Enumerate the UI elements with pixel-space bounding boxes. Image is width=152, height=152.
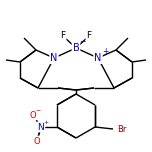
- Text: B: B: [73, 43, 79, 53]
- Text: N: N: [50, 53, 58, 63]
- Text: F: F: [86, 31, 92, 40]
- Text: O: O: [34, 136, 40, 145]
- Text: −: −: [35, 107, 41, 112]
- Text: +: +: [102, 47, 108, 57]
- Text: N: N: [94, 53, 102, 63]
- Text: Br: Br: [117, 124, 126, 133]
- Text: +: +: [43, 119, 49, 124]
- Text: F: F: [60, 31, 66, 40]
- Text: −: −: [79, 38, 85, 47]
- Text: N: N: [38, 123, 44, 131]
- Text: O: O: [30, 111, 36, 119]
